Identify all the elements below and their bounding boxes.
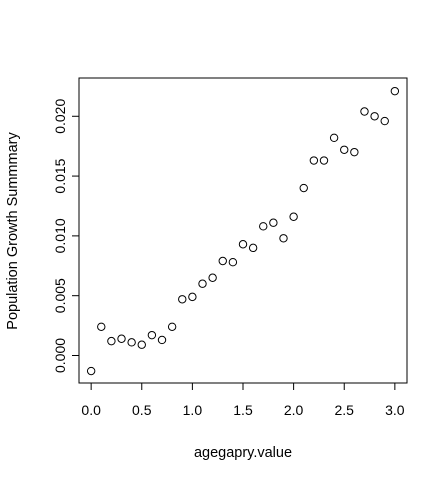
data-point [228,257,238,267]
data-point [167,322,177,331]
y-tick-label: 0.020 [52,99,68,134]
data-point [279,234,288,243]
data-point [360,107,369,116]
y-tick-label: 0.015 [52,158,68,193]
y-tick-label: 0.010 [52,218,68,253]
data-point [137,340,146,349]
data-point [107,336,116,346]
data-point [157,335,167,345]
x-axis-label: agegapry.value [194,445,292,461]
x-tick-label: 0.0 [81,402,101,418]
data-point [309,156,319,165]
plot-frame [78,77,408,384]
data-point [188,292,197,302]
x-axis: 0.0 0.5 1.0 1.5 2.0 2.5 3.0 [81,383,405,418]
x-tick-label: 2.0 [284,402,304,418]
data-point [269,218,278,227]
data-point [299,183,308,193]
data-point [350,147,359,157]
x-tick-label: 0.5 [132,402,152,418]
x-tick-label: 1.5 [233,402,253,418]
data-point [289,212,298,221]
data-point [340,145,349,154]
data-point [380,116,389,126]
data-point [198,279,207,288]
data-point [390,86,400,96]
data-point [117,334,126,343]
y-axis: 0.000 0.005 0.010 0.015 0.020 [52,99,79,373]
data-point [319,156,329,165]
x-tick-label: 1.0 [183,402,203,418]
data-point [218,256,227,266]
data-point [370,112,379,121]
y-tick-label: 0.000 [52,338,68,373]
y-axis-label: Population Growth Summmary [5,132,21,330]
data-point [178,295,187,304]
data-point [238,240,248,249]
data-point [127,338,136,347]
x-tick-label: 3.0 [385,402,405,418]
data-point [329,133,339,143]
data-point [147,330,157,340]
data-points [86,86,400,376]
data-point [97,322,106,331]
data-point [86,366,96,376]
y-tick-label: 0.005 [52,278,68,313]
data-point [248,243,258,253]
x-tick-label: 2.5 [335,402,355,418]
data-point [259,222,268,231]
data-point [208,273,217,282]
